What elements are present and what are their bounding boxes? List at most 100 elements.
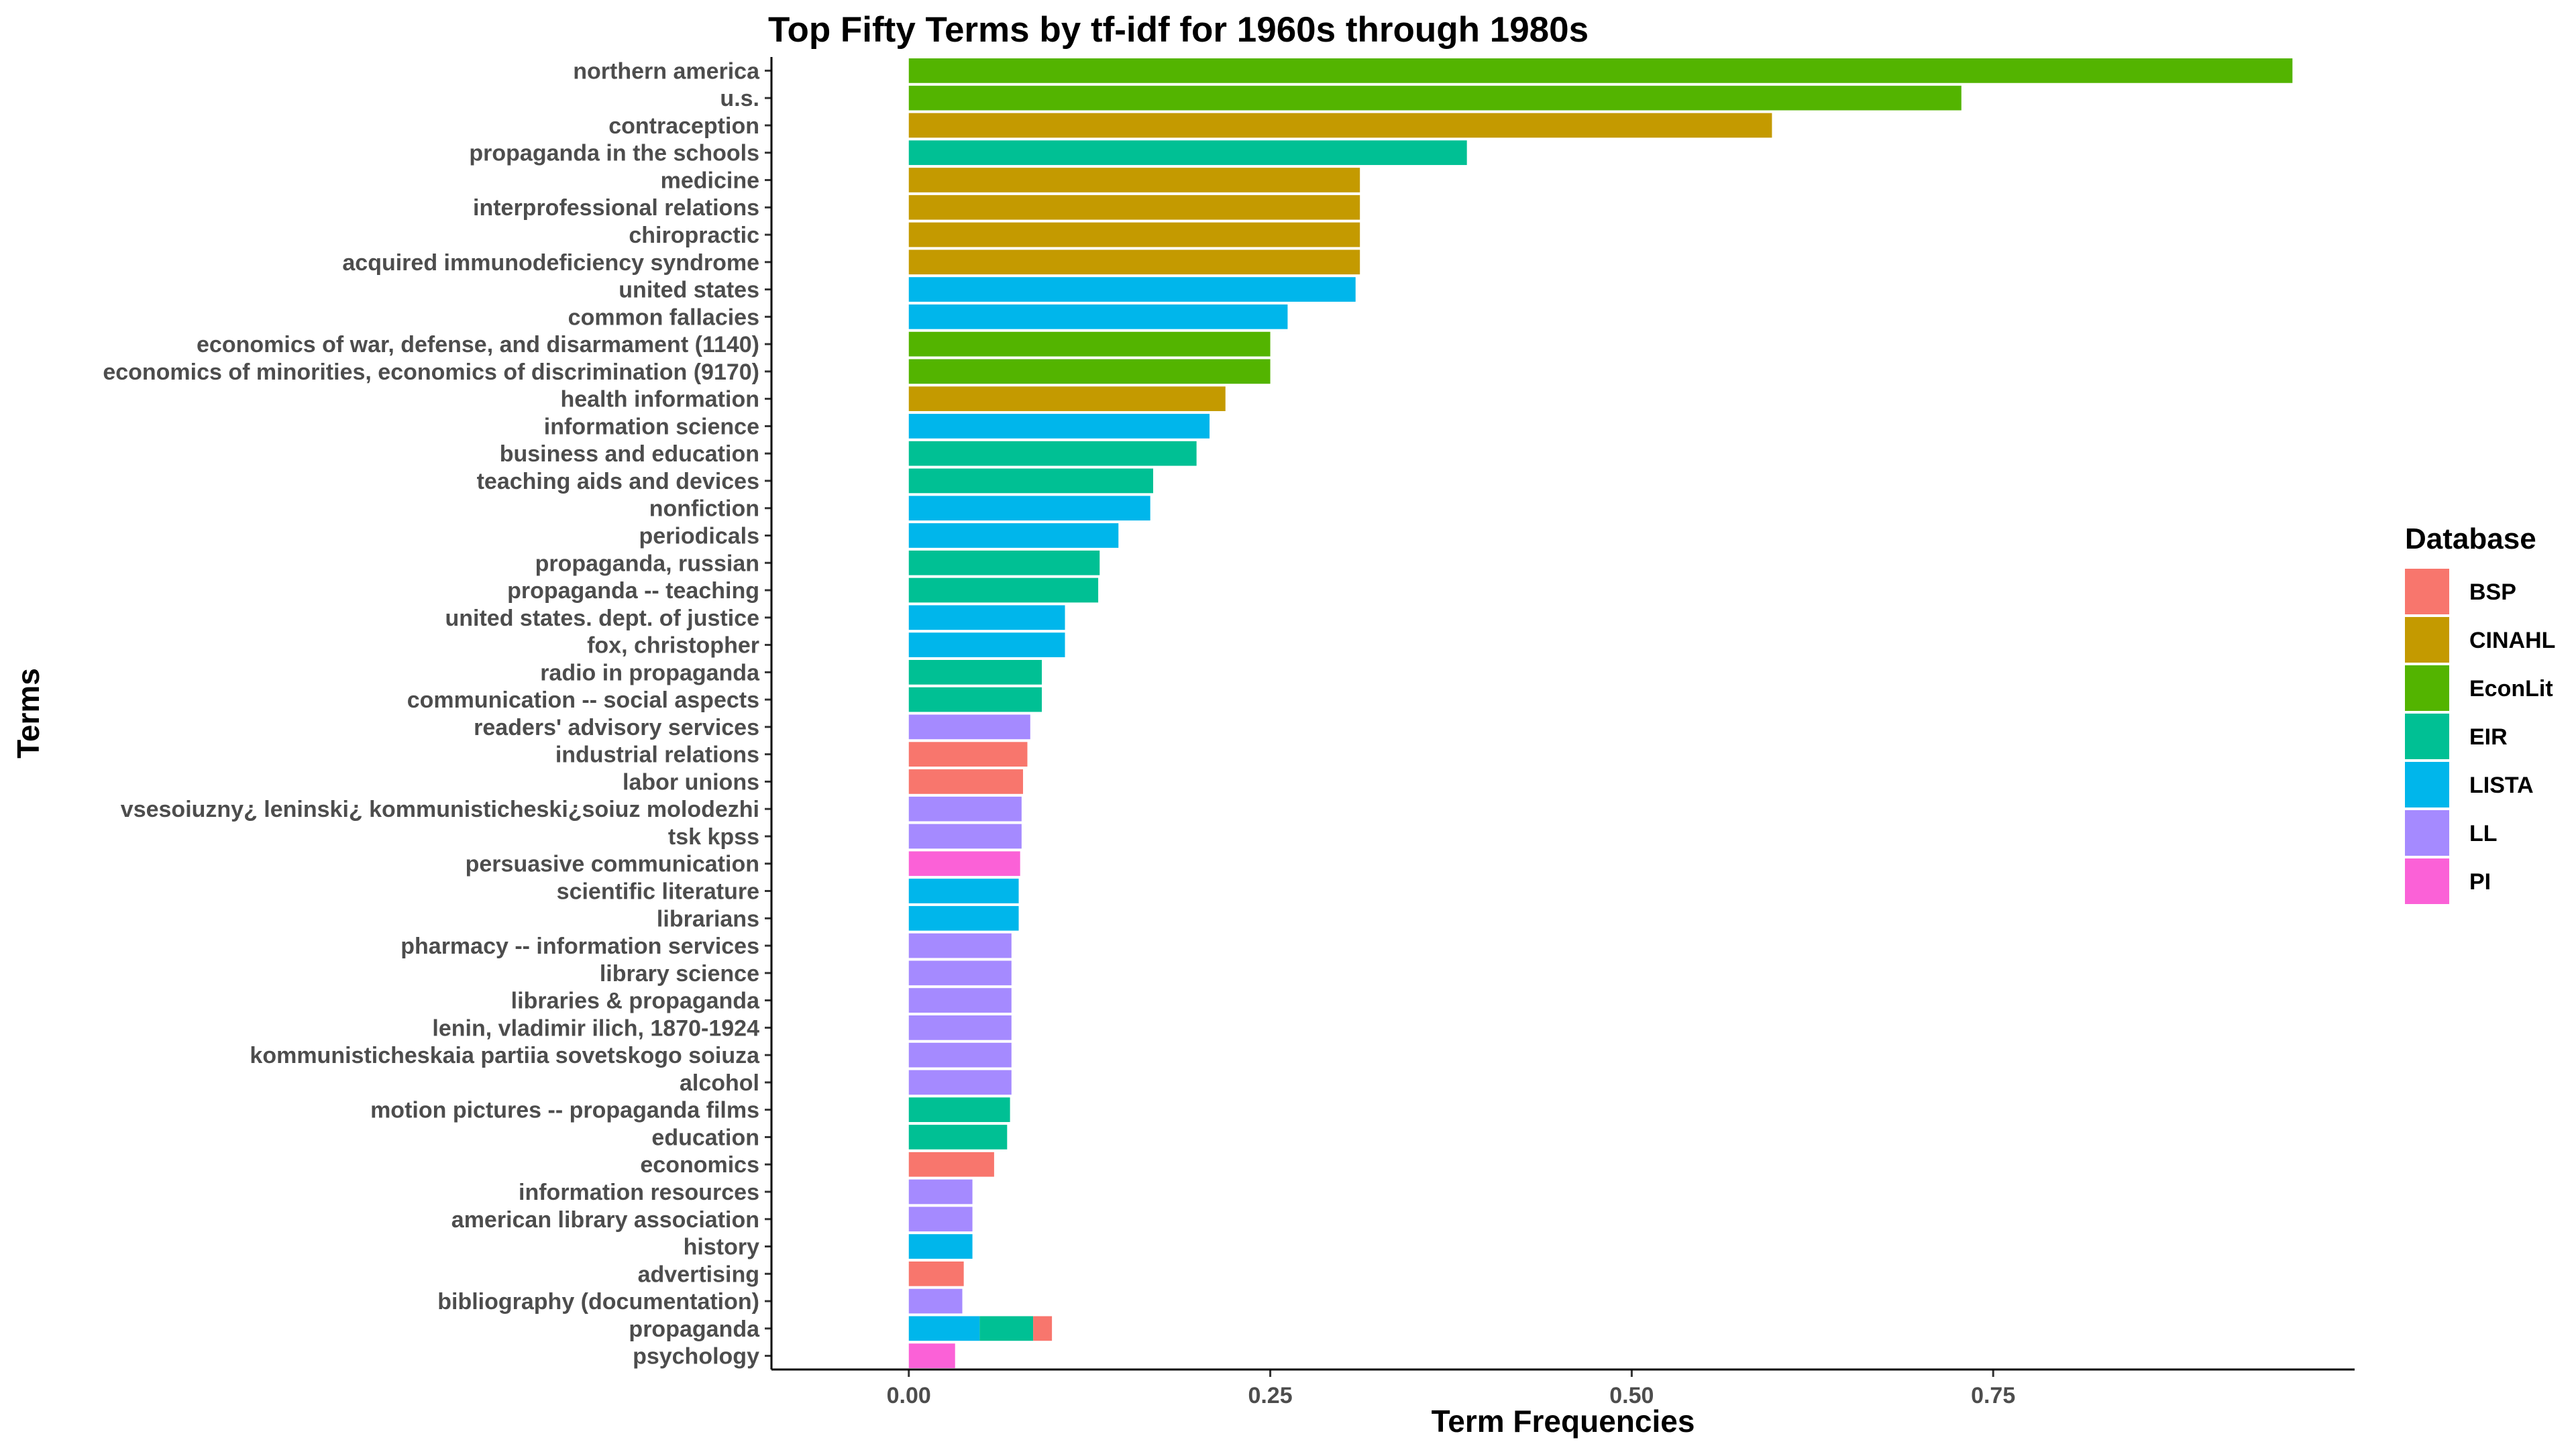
y-tick-label: bibliography (documentation) bbox=[437, 1289, 759, 1315]
bar-education bbox=[908, 1125, 1008, 1150]
y-tick-label: interprofessional relations bbox=[473, 195, 759, 221]
bar-common-fallacies bbox=[908, 304, 1288, 329]
y-tick-label: acquired immunodeficiency syndrome bbox=[342, 250, 759, 276]
bar-economics bbox=[908, 1152, 994, 1177]
x-tick-label: 0.50 bbox=[1609, 1383, 1654, 1408]
bar-history bbox=[908, 1234, 973, 1259]
bar-propaganda-in-the-schools bbox=[908, 140, 1467, 166]
legend-label-lista: LISTA bbox=[2469, 773, 2534, 798]
x-tick-label: 0.00 bbox=[887, 1383, 931, 1408]
bar-vsesoiuzny-leninski-kommunisticheski-soiuz-molodezhi bbox=[908, 796, 1022, 822]
bar-psychology bbox=[908, 1343, 955, 1368]
bar-propaganda-russian bbox=[908, 550, 1100, 575]
y-tick-label: information resources bbox=[519, 1180, 759, 1205]
x-tick-label: 0.25 bbox=[1248, 1383, 1292, 1408]
legend-key-ll bbox=[2405, 810, 2449, 856]
bar-propaganda-teaching bbox=[908, 577, 1099, 603]
y-tick-label: economics of war, defense, and disarmame… bbox=[197, 332, 759, 357]
legend: Database BSP CINAHL EconLit EIR LISTA LL PI bbox=[2405, 522, 2555, 904]
y-tick-label: united states. dept. of justice bbox=[445, 606, 759, 631]
y-tick-label: teaching aids and devices bbox=[477, 469, 759, 494]
y-tick-label: propaganda, russian bbox=[535, 551, 759, 576]
y-tick-label: health information bbox=[560, 387, 759, 412]
bar-readers-advisory-services bbox=[908, 714, 1030, 740]
x-axis-title: Term Frequencies bbox=[1432, 1404, 1695, 1439]
legend-key-cinahl bbox=[2405, 617, 2449, 663]
y-tick-label: history bbox=[684, 1235, 759, 1260]
y-tick-label: northern america bbox=[573, 58, 760, 84]
bar-propaganda-eir bbox=[979, 1316, 1034, 1341]
bar-medicine bbox=[908, 168, 1360, 192]
bar-radio-in-propaganda bbox=[908, 659, 1042, 685]
bar-interprofessional-relations bbox=[908, 194, 1360, 220]
bar-advertising bbox=[908, 1261, 964, 1286]
y-tick-labels: northern americau.s.contraceptionpropaga… bbox=[103, 58, 771, 1370]
bar-economics-of-war-defense-and-disarmament-1140 bbox=[908, 331, 1271, 357]
y-tick-label: chiropractic bbox=[629, 223, 759, 248]
x-tick-label: 0.75 bbox=[1971, 1383, 2015, 1408]
bars bbox=[908, 58, 2293, 1368]
y-tick-label: propaganda in the schools bbox=[469, 141, 759, 166]
y-tick-label: motion pictures -- propaganda films bbox=[370, 1098, 759, 1123]
bar-united-states-dept-of-justice bbox=[908, 605, 1065, 630]
y-tick-label: pharmacy -- information services bbox=[400, 934, 759, 959]
y-tick-label: scientific literature bbox=[557, 879, 759, 905]
y-axis-title: Terms bbox=[11, 668, 46, 759]
legend-key-bsp bbox=[2405, 569, 2449, 614]
y-tick-label: labor unions bbox=[623, 769, 759, 795]
bar-pharmacy-information-services bbox=[908, 933, 1012, 958]
y-tick-label: education bbox=[651, 1125, 759, 1150]
bar-chiropractic bbox=[908, 222, 1360, 247]
y-tick-label: contraception bbox=[608, 113, 759, 139]
x-ticks: 0.00 0.25 0.50 0.75 bbox=[887, 1370, 2015, 1408]
bar-propaganda-lista bbox=[908, 1316, 980, 1341]
y-tick-label: vsesoiuzny¿ leninski¿ kommunisticheski¿s… bbox=[121, 797, 759, 822]
bar-nonfiction bbox=[908, 496, 1150, 521]
bar-communication-social-aspects bbox=[908, 687, 1042, 712]
y-tick-label: advertising bbox=[638, 1262, 759, 1287]
legend-label-eir: EIR bbox=[2469, 724, 2508, 750]
legend-label-cinahl: CINAHL bbox=[2469, 628, 2555, 653]
legend-title: Database bbox=[2405, 522, 2536, 555]
y-tick-label: periodicals bbox=[639, 523, 759, 549]
legend-key-eir bbox=[2405, 714, 2449, 759]
bar-business-and-education bbox=[908, 441, 1197, 466]
y-tick-label: librarians bbox=[657, 906, 759, 932]
legend-key-pi bbox=[2405, 858, 2449, 904]
bar-tsk-kpss bbox=[908, 824, 1022, 849]
chart-title: Top Fifty Terms by tf-idf for 1960s thro… bbox=[768, 10, 1589, 50]
y-tick-label: persuasive communication bbox=[466, 852, 759, 877]
y-tick-label: nonfiction bbox=[649, 496, 759, 522]
legend-label-econlit: EconLit bbox=[2469, 676, 2553, 702]
y-tick-label: business and education bbox=[500, 441, 759, 467]
y-tick-label: alcohol bbox=[680, 1070, 759, 1096]
y-tick-label: information science bbox=[544, 414, 759, 439]
bar-librarians bbox=[908, 905, 1019, 931]
bar-periodicals bbox=[908, 523, 1119, 548]
bar-bibliography-documentation bbox=[908, 1288, 963, 1314]
y-tick-label: psychology bbox=[633, 1344, 759, 1370]
bar-northern-america bbox=[908, 58, 2293, 83]
legend-label-ll: LL bbox=[2469, 821, 2498, 846]
bar-economics-of-minorities-economics-of-discrimination-9170 bbox=[908, 359, 1271, 384]
y-tick-label: propaganda bbox=[629, 1317, 760, 1342]
bar-u-s bbox=[908, 85, 1962, 111]
y-tick-label: common fallacies bbox=[568, 304, 759, 330]
y-tick-label: american library association bbox=[451, 1207, 759, 1233]
bar-contraception bbox=[908, 113, 1772, 138]
y-tick-label: readers' advisory services bbox=[474, 715, 759, 740]
bar-information-science bbox=[908, 414, 1210, 439]
bar-kommunisticheskaia-partiia-sovetskogo-soiuza bbox=[908, 1042, 1012, 1068]
bar-health-information bbox=[908, 386, 1226, 411]
y-tick-label: tsk kpss bbox=[668, 824, 759, 850]
y-tick-label: industrial relations bbox=[555, 742, 759, 768]
y-tick-label: lenin, vladimir ilich, 1870-1924 bbox=[432, 1015, 759, 1041]
bar-united-states bbox=[908, 277, 1356, 302]
y-tick-label: radio in propaganda bbox=[540, 660, 760, 685]
y-tick-label: economics bbox=[640, 1152, 759, 1178]
bar-teaching-aids-and-devices bbox=[908, 468, 1153, 494]
y-tick-label: united states bbox=[619, 278, 759, 303]
bar-american-library-association bbox=[908, 1207, 973, 1232]
y-tick-label: communication -- social aspects bbox=[407, 687, 759, 713]
